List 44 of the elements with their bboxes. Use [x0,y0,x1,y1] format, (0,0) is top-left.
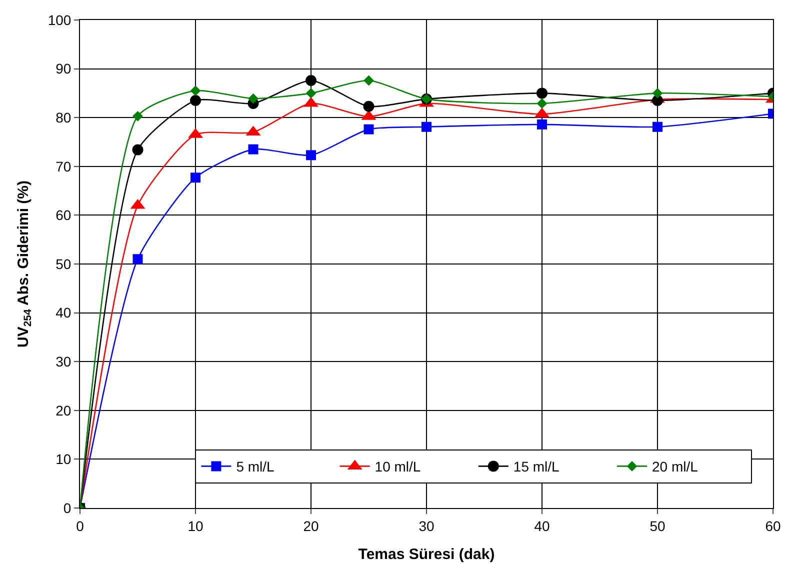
point [422,122,432,132]
y-tick-label: 70 [56,158,72,174]
legend-label: 20 ml/L [652,458,698,475]
point [132,110,143,122]
y-tick-label: 90 [56,60,72,77]
point [536,88,548,99]
legend-label: 5 ml/L [236,458,275,475]
point [537,119,547,130]
y-tick-label: 30 [56,354,72,370]
y-tick-label: 80 [56,110,72,126]
y-tick-label: 0 [63,500,72,516]
y-tick-label: 100 [48,12,72,28]
x-tick-label: 40 [534,518,550,534]
point [652,122,662,132]
x-tick-label: 20 [303,518,319,534]
point [190,172,200,183]
point [363,100,374,112]
x-tick-label: 30 [418,518,434,534]
y-tick-label: 60 [56,207,72,224]
y-tick-label: 50 [56,256,72,272]
point [132,144,144,156]
point [652,88,663,98]
x-axis-title: Temas Süresi (dak) [358,546,495,563]
y-tick-label: 20 [56,402,72,418]
point [190,95,201,106]
x-tick-label: 0 [76,518,84,534]
x-tick-label: 50 [650,518,666,534]
legend-label: 10 ml/L [374,458,421,475]
point [652,95,663,106]
point [190,86,201,96]
point [306,88,316,98]
x-tick-label: 10 [188,518,204,534]
point [306,75,316,86]
point [364,75,374,86]
x-tick-label: 60 [765,518,781,534]
point [364,124,374,134]
point [536,98,548,109]
point [306,150,316,160]
y-tick-label: 10 [56,451,72,468]
legend-label: 15 ml/L [513,458,560,475]
point [132,254,143,264]
y-tick-label: 40 [56,304,72,321]
point [248,144,258,154]
point [248,93,258,104]
